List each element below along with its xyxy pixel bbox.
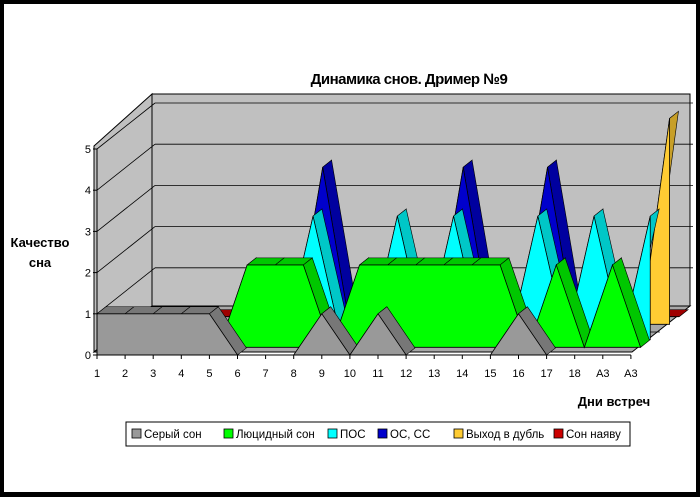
- x-tick-label: 1: [94, 368, 100, 380]
- y-tick-label: 1: [85, 309, 91, 321]
- y-tick-label: 5: [85, 144, 91, 156]
- x-tick-label: 3: [150, 368, 156, 380]
- x-tick-label: 16: [512, 368, 524, 380]
- legend-item: Люцидный сон: [223, 428, 315, 441]
- legend-swatch: [377, 428, 388, 439]
- legend-item: ОС, СС: [377, 428, 430, 441]
- x-tick-label: 12: [400, 368, 412, 380]
- legend-item: Серый сон: [131, 428, 202, 441]
- legend-swatch: [553, 428, 564, 439]
- legend-label: Выход в дубль: [466, 429, 544, 441]
- x-tick-label: 13: [428, 368, 440, 380]
- legend-label: ОС, СС: [390, 429, 430, 441]
- y-axis-label-line1: Качество: [11, 235, 70, 250]
- series-layer: [96, 110, 689, 356]
- x-tick-label: 5: [206, 368, 212, 380]
- x-tick-label: 17: [540, 368, 552, 380]
- x-tick-label: 15: [484, 368, 496, 380]
- x-tick-label: 8: [291, 368, 297, 380]
- x-tick-label: 7: [263, 368, 269, 380]
- legend-item: Выход в дубль: [453, 428, 544, 441]
- series-1: [96, 306, 631, 356]
- x-tick-label: 6: [234, 368, 240, 380]
- x-tick-label: А3: [624, 368, 637, 380]
- gridline-side: [96, 226, 156, 273]
- y-tick-label: 2: [85, 268, 91, 280]
- y-tick-label: 0: [85, 350, 91, 362]
- x-tick-label: 4: [178, 368, 184, 380]
- legend-swatch: [453, 428, 464, 439]
- legend-swatch: [223, 428, 234, 439]
- legend-label: ПОС: [340, 429, 366, 441]
- x-tick-label: 14: [456, 368, 468, 380]
- gridline-side: [96, 102, 156, 150]
- x-tick-label: А3: [596, 368, 609, 380]
- x-axis-label: Дни встреч: [578, 394, 650, 409]
- x-tick-label: 9: [319, 368, 325, 380]
- x-tick-label: 11: [372, 368, 383, 380]
- y-tick-label: 4: [85, 185, 91, 197]
- legend-item: Сон наяву: [553, 428, 621, 441]
- y-axis-label-line2: сна: [29, 255, 52, 270]
- chart-frame: 0 1 2 3 4 5 1 2 3 4 5 6 7 8 9 10 11 12 13 14 15 16 17 18 А3 А3 Ди…: [3, 3, 697, 493]
- legend-swatch: [327, 428, 338, 439]
- legend-label: Люцидный сон: [236, 429, 315, 441]
- x-tick-label: 18: [569, 368, 581, 380]
- gridline-side: [96, 267, 156, 315]
- gridline-side: [96, 143, 156, 191]
- x-tick-label: 2: [122, 368, 128, 380]
- gridline-side: [96, 185, 156, 232]
- y-tick-label: 3: [85, 226, 91, 238]
- legend-item: ПОС: [327, 428, 366, 441]
- legend-label: Серый сон: [144, 429, 202, 441]
- x-tick-label: 10: [344, 368, 356, 380]
- legend-label: Сон наяву: [566, 429, 621, 441]
- legend-swatch: [131, 428, 142, 439]
- chart-title: Динамика снов. Дример №9: [311, 71, 508, 88]
- legend: Серый сон Люцидный сон ПОС ОС, СС Выход в ду…: [125, 421, 631, 447]
